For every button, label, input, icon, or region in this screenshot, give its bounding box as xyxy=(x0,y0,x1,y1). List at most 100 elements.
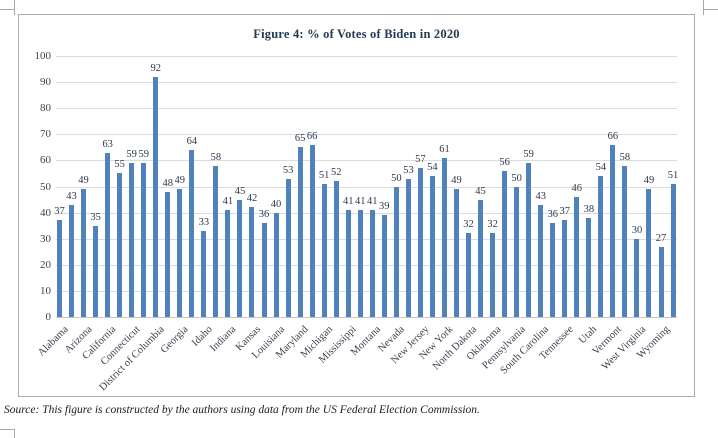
bar-data-label: 45 xyxy=(234,185,246,197)
bar xyxy=(165,191,171,317)
bar-data-label: 53 xyxy=(282,164,294,176)
bar xyxy=(273,212,279,317)
bar-data-label: 66 xyxy=(306,130,318,142)
bar-data-label: 66 xyxy=(607,130,619,142)
bar xyxy=(153,76,159,317)
x-axis-category-label: Alabama xyxy=(35,324,71,359)
bar xyxy=(117,173,123,317)
bar-data-label: 43 xyxy=(66,190,77,202)
bar-data-label: 39 xyxy=(379,201,390,213)
bar-data-label: 37 xyxy=(559,206,571,218)
bar xyxy=(393,186,399,317)
bar-data-label: 63 xyxy=(102,138,113,150)
y-gridline xyxy=(56,290,677,292)
bar xyxy=(610,144,616,317)
bar xyxy=(261,223,267,317)
y-gridline xyxy=(56,264,677,266)
bar-data-label: 53 xyxy=(403,164,414,176)
bar-data-label: 41 xyxy=(342,195,354,207)
y-gridline xyxy=(56,108,677,110)
bar-data-label: 42 xyxy=(246,193,258,205)
bar-data-label: 61 xyxy=(439,143,450,155)
bar-data-label: 30 xyxy=(631,224,643,236)
bar-data-label: 43 xyxy=(535,190,546,202)
bar xyxy=(333,181,339,317)
bar-data-label: 27 xyxy=(655,232,667,244)
bar-data-label: 49 xyxy=(174,175,186,187)
x-axis-category-label: Indiana xyxy=(208,324,239,355)
bar-data-label: 41 xyxy=(367,195,378,207)
bar-data-label: 32 xyxy=(463,219,474,231)
y-gridline xyxy=(56,160,677,162)
bar-data-label: 49 xyxy=(643,175,655,187)
y-gridline xyxy=(56,186,677,188)
chart-object[interactable]: Figure 4: % of Votes of Biden in 2020 0 1… xyxy=(18,14,695,397)
bar-data-label: 33 xyxy=(198,216,210,228)
bar-data-label: 51 xyxy=(318,169,330,181)
bar-data-label: 45 xyxy=(475,185,486,197)
y-axis-tick-label: 10 xyxy=(40,284,51,297)
bar xyxy=(622,165,628,317)
bar xyxy=(129,163,135,317)
bar xyxy=(177,189,183,317)
y-gridline xyxy=(56,212,677,214)
y-axis-tick-label: 40 xyxy=(40,206,51,219)
bar xyxy=(69,204,75,317)
bar-data-label: 36 xyxy=(547,209,558,221)
bar xyxy=(646,189,652,317)
y-gridline xyxy=(56,134,677,136)
bar xyxy=(634,238,640,317)
bar-data-label: 41 xyxy=(355,195,366,207)
bar-data-label: 59 xyxy=(138,149,149,160)
bar xyxy=(285,178,291,317)
margin-crop-mark-top-left-h xyxy=(0,9,14,10)
bar-data-label: 55 xyxy=(114,159,125,171)
y-gridline xyxy=(56,82,677,84)
bar xyxy=(237,199,243,317)
bar xyxy=(405,178,411,317)
bar xyxy=(201,230,207,317)
y-axis-tick-label: 20 xyxy=(40,258,51,271)
y-axis-tick-label: 60 xyxy=(40,154,51,167)
bar-data-label: 49 xyxy=(451,175,462,187)
bar-data-label: 65 xyxy=(294,133,306,145)
bar xyxy=(562,220,568,317)
bar xyxy=(357,209,363,317)
bar xyxy=(369,209,375,317)
bar xyxy=(574,196,580,317)
bar-data-label: 52 xyxy=(330,167,342,179)
x-axis-line xyxy=(56,317,677,318)
bar-data-label: 59 xyxy=(523,149,534,160)
bar-data-label: 51 xyxy=(667,169,679,181)
bar xyxy=(598,176,604,317)
bar xyxy=(478,199,484,317)
bar xyxy=(381,215,387,317)
bar xyxy=(514,186,520,317)
bar-data-label: 35 xyxy=(90,211,101,223)
y-axis-tick-label: 50 xyxy=(40,180,51,193)
bar-data-label: 41 xyxy=(222,195,234,207)
bar-data-label: 92 xyxy=(150,62,161,74)
bar-data-label: 56 xyxy=(499,156,510,168)
bar-data-label: 50 xyxy=(511,172,522,184)
bar xyxy=(141,163,147,317)
bar-data-label: 36 xyxy=(258,209,270,221)
bar xyxy=(670,183,676,317)
bar-data-label: 54 xyxy=(427,162,438,174)
bar-data-label: 58 xyxy=(619,151,631,163)
bar xyxy=(345,209,351,317)
bar xyxy=(550,223,556,317)
bar xyxy=(93,225,99,317)
margin-crop-mark-top-left-v xyxy=(14,0,15,15)
bar-data-label: 40 xyxy=(270,198,282,210)
bar-data-label: 50 xyxy=(391,172,402,184)
margin-crop-mark-bottom-left-v xyxy=(14,429,15,438)
bar xyxy=(526,163,532,317)
bar xyxy=(417,168,423,317)
bar xyxy=(81,189,87,317)
y-axis-tick-label: 30 xyxy=(40,232,51,245)
bar xyxy=(189,149,195,317)
bar-data-label: 57 xyxy=(415,154,426,166)
chart-title: Figure 4: % of Votes of Biden in 2020 xyxy=(253,27,460,41)
